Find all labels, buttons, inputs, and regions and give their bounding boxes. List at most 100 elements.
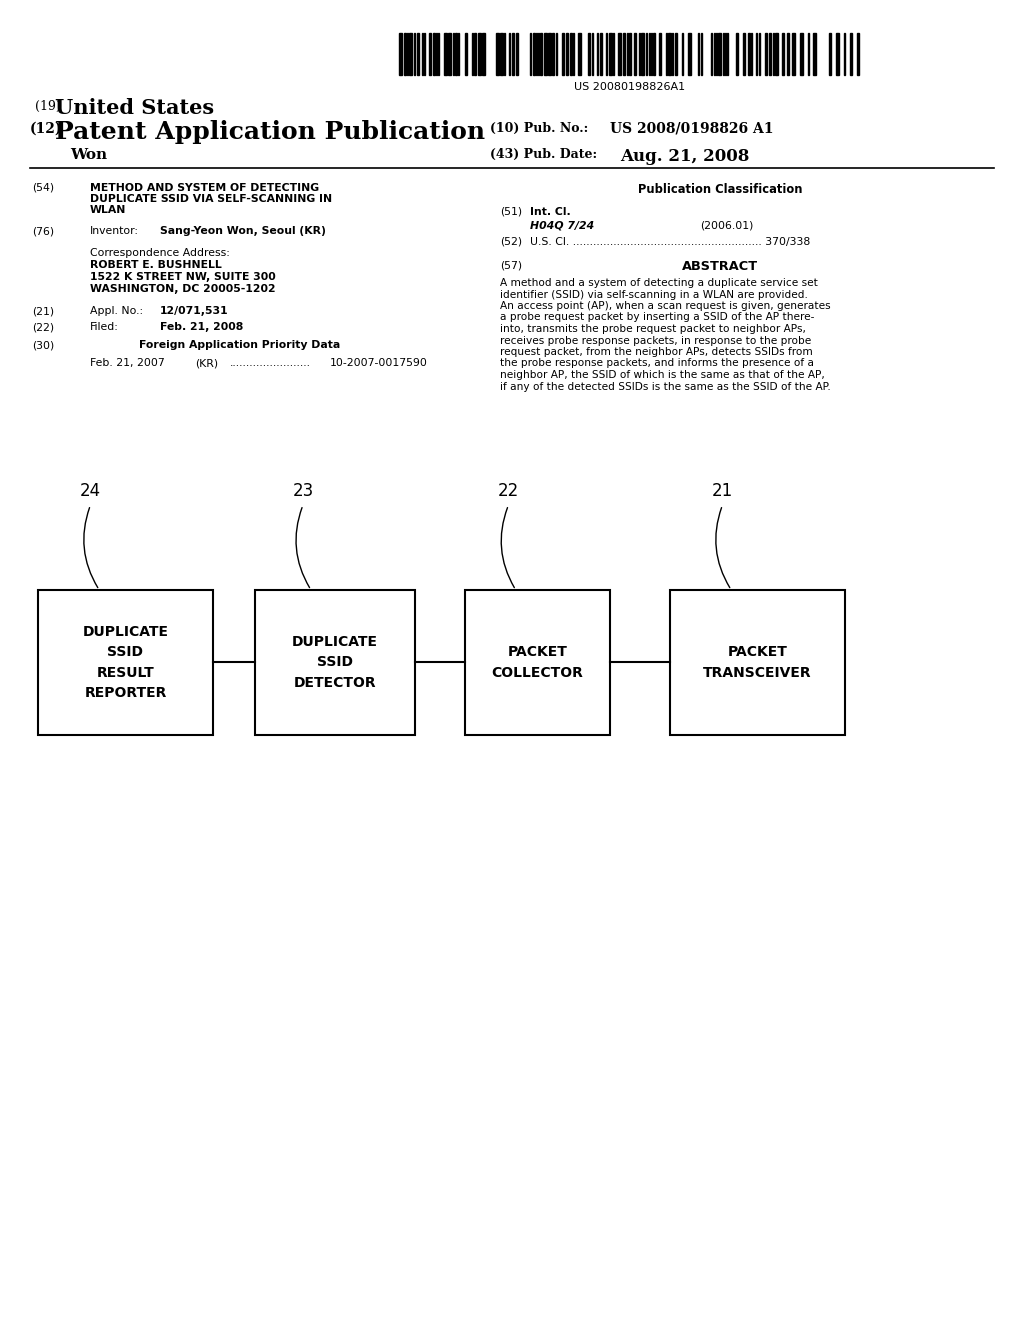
Text: H04Q 7/24: H04Q 7/24 <box>530 220 594 230</box>
Text: neighbor AP, the SSID of which is the same as that of the AP,: neighbor AP, the SSID of which is the sa… <box>500 370 824 380</box>
Text: the probe response packets, and informs the presence of a: the probe response packets, and informs … <box>500 359 814 368</box>
Text: A method and a system of detecting a duplicate service set: A method and a system of detecting a dup… <box>500 279 818 288</box>
Text: DUPLICATE
SSID
RESULT
REPORTER: DUPLICATE SSID RESULT REPORTER <box>83 624 169 701</box>
Text: Patent Application Publication: Patent Application Publication <box>55 120 485 144</box>
Bar <box>417 33 419 75</box>
Text: (22): (22) <box>32 322 54 333</box>
Bar <box>588 33 590 75</box>
Bar <box>478 33 481 75</box>
Bar <box>482 33 485 75</box>
Text: 22: 22 <box>498 482 519 500</box>
Text: Appl. No.:: Appl. No.: <box>90 306 143 315</box>
Bar <box>552 33 554 75</box>
Text: (10) Pub. No.:: (10) Pub. No.: <box>490 121 588 135</box>
Bar <box>800 33 803 75</box>
Bar <box>718 33 721 75</box>
Bar <box>659 33 662 75</box>
Bar <box>600 33 602 75</box>
Bar <box>829 33 831 75</box>
Bar <box>623 33 625 75</box>
Bar <box>782 33 784 75</box>
Bar <box>641 33 644 75</box>
Bar <box>688 33 691 75</box>
Bar <box>836 33 839 75</box>
Bar <box>570 33 572 75</box>
Bar <box>787 33 790 75</box>
Bar <box>449 33 451 75</box>
Text: (30): (30) <box>32 341 54 350</box>
Bar <box>668 33 671 75</box>
Bar <box>653 33 655 75</box>
Bar <box>455 33 457 75</box>
Text: PACKET
COLLECTOR: PACKET COLLECTOR <box>492 645 584 680</box>
Bar <box>496 33 499 75</box>
Bar <box>544 33 547 75</box>
Text: 12/071,531: 12/071,531 <box>160 306 228 315</box>
Text: (52): (52) <box>500 238 522 247</box>
Text: US 2008/0198826 A1: US 2008/0198826 A1 <box>610 121 773 136</box>
Bar <box>857 33 859 75</box>
Text: (2006.01): (2006.01) <box>700 220 754 230</box>
Bar <box>629 33 631 75</box>
Bar <box>634 33 636 75</box>
Bar <box>38 590 213 735</box>
Text: ABSTRACT: ABSTRACT <box>682 260 758 273</box>
Bar <box>792 33 795 75</box>
Text: (51): (51) <box>500 207 522 216</box>
Bar <box>736 33 738 75</box>
Bar <box>409 33 412 75</box>
Text: ........................: ........................ <box>230 358 311 368</box>
Bar <box>540 33 542 75</box>
Bar <box>670 590 845 735</box>
Bar <box>609 33 612 75</box>
Text: DUPLICATE
SSID
DETECTOR: DUPLICATE SSID DETECTOR <box>292 635 378 690</box>
Text: Inventor:: Inventor: <box>90 226 139 236</box>
Text: a probe request packet by inserting a SSID of the AP there-: a probe request packet by inserting a SS… <box>500 313 814 322</box>
Bar <box>765 33 767 75</box>
Text: Aug. 21, 2008: Aug. 21, 2008 <box>620 148 750 165</box>
Bar <box>465 33 467 75</box>
Text: WLAN: WLAN <box>90 205 126 215</box>
Bar <box>516 33 518 75</box>
Bar <box>404 33 406 75</box>
Bar <box>813 33 816 75</box>
Text: into, transmits the probe request packet to neighbor APs,: into, transmits the probe request packet… <box>500 323 806 334</box>
Bar <box>548 33 551 75</box>
Text: (54): (54) <box>32 183 54 193</box>
Bar <box>465 590 610 735</box>
Text: US 20080198826A1: US 20080198826A1 <box>574 82 685 92</box>
Text: (76): (76) <box>32 226 54 236</box>
Text: (KR): (KR) <box>195 358 218 368</box>
Text: 23: 23 <box>293 482 313 500</box>
Text: Won: Won <box>70 148 108 162</box>
Text: Int. Cl.: Int. Cl. <box>530 207 570 216</box>
Bar <box>255 590 415 735</box>
Text: Filed:: Filed: <box>90 322 119 333</box>
Bar <box>578 33 581 75</box>
Text: Publication Classification: Publication Classification <box>638 183 802 195</box>
Text: Sang-Yeon Won, Seoul (KR): Sang-Yeon Won, Seoul (KR) <box>160 226 326 236</box>
Text: 21: 21 <box>712 482 733 500</box>
Bar <box>534 33 535 75</box>
Text: DUPLICATE SSID VIA SELF-SCANNING IN: DUPLICATE SSID VIA SELF-SCANNING IN <box>90 194 332 205</box>
Text: United States: United States <box>55 98 214 117</box>
Text: 10-2007-0017590: 10-2007-0017590 <box>330 358 428 368</box>
Text: (57): (57) <box>500 260 522 271</box>
Text: (12): (12) <box>30 121 62 136</box>
Text: Feb. 21, 2007: Feb. 21, 2007 <box>90 358 165 368</box>
Text: METHOD AND SYSTEM OF DETECTING: METHOD AND SYSTEM OF DETECTING <box>90 183 319 193</box>
Bar <box>562 33 564 75</box>
Text: ROBERT E. BUSHNELL: ROBERT E. BUSHNELL <box>90 260 222 271</box>
Text: (43) Pub. Date:: (43) Pub. Date: <box>490 148 597 161</box>
Text: (19): (19) <box>35 100 60 114</box>
Text: receives probe response packets, in response to the probe: receives probe response packets, in resp… <box>500 335 811 346</box>
Bar <box>566 33 568 75</box>
Bar <box>769 33 771 75</box>
Bar <box>675 33 677 75</box>
Bar <box>618 33 621 75</box>
Text: Feb. 21, 2008: Feb. 21, 2008 <box>160 322 244 333</box>
Text: Foreign Application Priority Data: Foreign Application Priority Data <box>139 341 341 350</box>
Text: 1522 K STREET NW, SUITE 300: 1522 K STREET NW, SUITE 300 <box>90 272 275 282</box>
Bar <box>474 33 476 75</box>
Text: PACKET
TRANSCEIVER: PACKET TRANSCEIVER <box>703 645 812 680</box>
